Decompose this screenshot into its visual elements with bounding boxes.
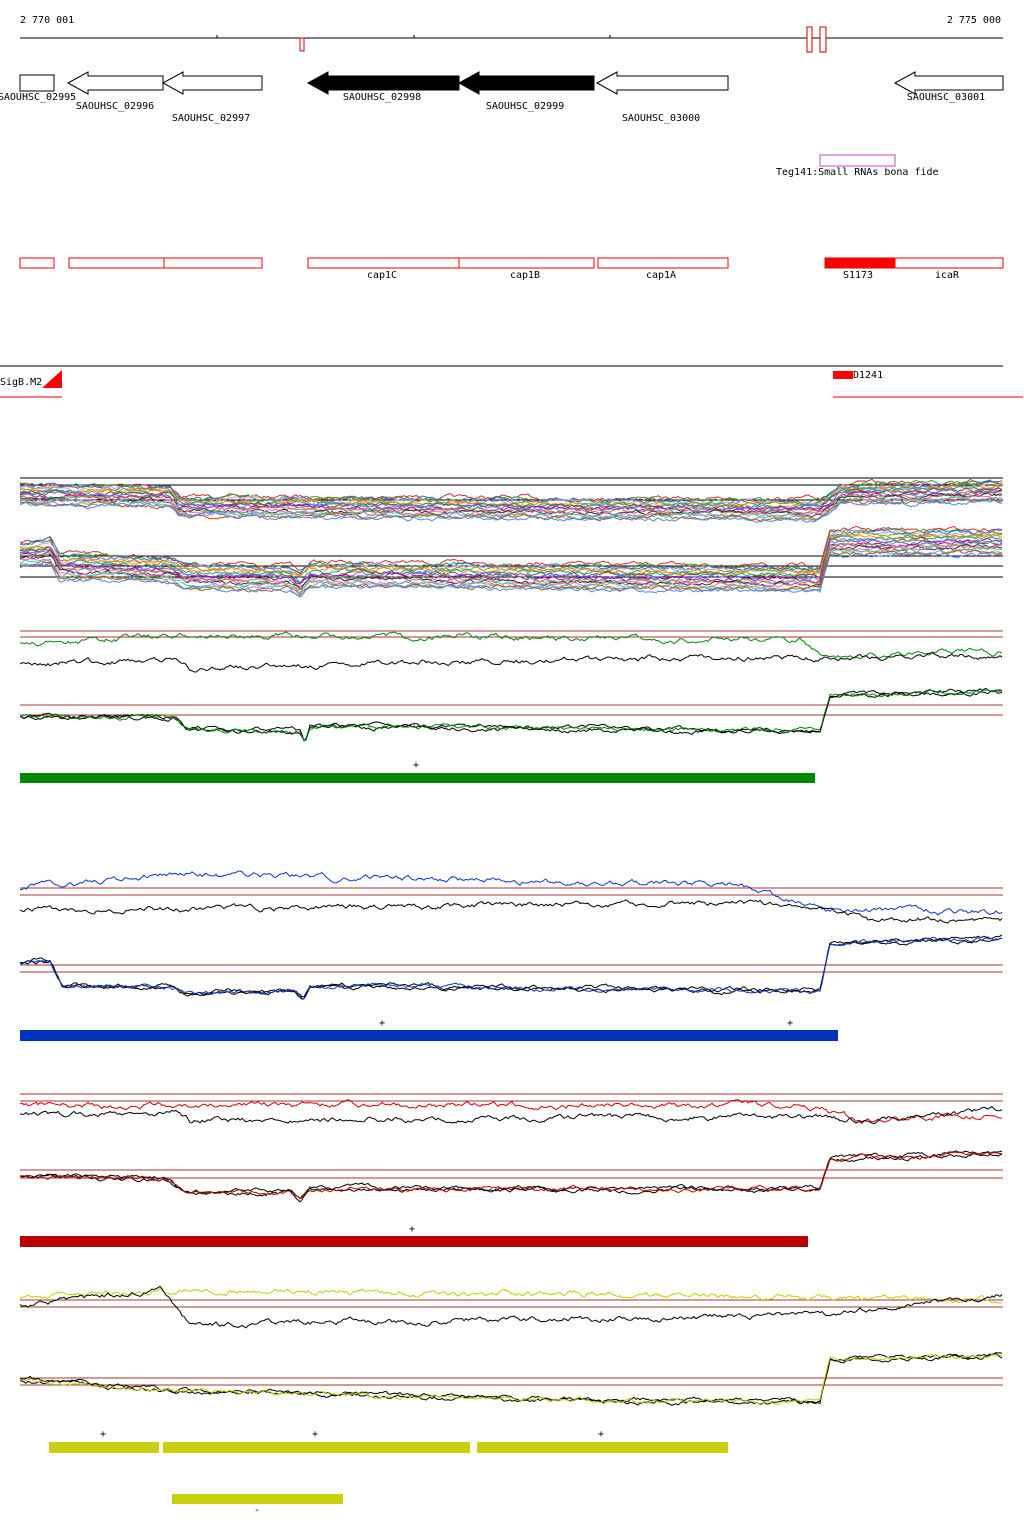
signal-line bbox=[19, 1099, 1003, 1124]
gene bbox=[161, 71, 263, 95]
strand-label: + bbox=[312, 1429, 318, 1440]
gene bbox=[306, 71, 460, 95]
strand-bar bbox=[49, 1442, 159, 1453]
strand-bar bbox=[20, 1236, 808, 1247]
gene bbox=[19, 74, 55, 92]
promoter-label: SigB.M2 bbox=[0, 377, 42, 388]
signal-line bbox=[20, 688, 1003, 741]
signal-line bbox=[19, 489, 1003, 514]
signal-line bbox=[19, 631, 1003, 660]
signal-line bbox=[19, 537, 1003, 584]
feature bbox=[68, 257, 165, 269]
strand-bar bbox=[172, 1494, 343, 1504]
gene bbox=[595, 71, 729, 95]
signal-line bbox=[19, 870, 1003, 916]
strand-label: + bbox=[409, 1224, 415, 1235]
signal-line bbox=[19, 499, 1003, 523]
strand-bars bbox=[20, 773, 838, 1504]
gene-label: SAOUHSC_02995 bbox=[0, 92, 76, 103]
tracks bbox=[19, 477, 1003, 1406]
signal-line bbox=[19, 1287, 1003, 1304]
ruler-end: 2 775 000 bbox=[947, 15, 1001, 26]
signal-line bbox=[19, 1105, 1003, 1125]
gene-label: SAOUHSC_03000 bbox=[622, 113, 700, 124]
ruler-ticks bbox=[216, 35, 808, 38]
feature bbox=[19, 257, 55, 269]
signal-line bbox=[19, 937, 1003, 1000]
terminator bbox=[833, 371, 853, 379]
genes bbox=[19, 71, 1004, 95]
signal-line bbox=[19, 1285, 1003, 1329]
feature bbox=[824, 257, 896, 269]
gene bbox=[893, 71, 1004, 95]
feature bbox=[163, 257, 263, 269]
signal-line bbox=[19, 492, 1003, 518]
feature-label: cap1B bbox=[510, 270, 540, 281]
signal-line bbox=[19, 487, 1003, 511]
strand-label: + bbox=[598, 1429, 604, 1440]
features bbox=[19, 257, 1004, 269]
feature-label: cap1C bbox=[367, 270, 397, 281]
small-rna bbox=[819, 154, 896, 167]
strand-bar bbox=[20, 773, 815, 783]
strand-label: + bbox=[787, 1018, 793, 1029]
strand-label: - bbox=[254, 1505, 260, 1516]
signal-line bbox=[20, 1151, 1002, 1200]
strand-bar bbox=[20, 1030, 838, 1041]
gene-label: SAOUHSC_02997 bbox=[172, 113, 250, 124]
gene-label: SAOUHSC_02999 bbox=[486, 101, 564, 112]
feature-label: cap1A bbox=[646, 270, 676, 281]
feature-mark bbox=[806, 26, 813, 53]
signal-line bbox=[19, 652, 1003, 673]
strand-bar bbox=[163, 1442, 470, 1453]
terminator-label: D1241 bbox=[853, 370, 883, 381]
strand-label: + bbox=[379, 1018, 385, 1029]
ruler: 2 770 001 2 775 000 bbox=[20, 15, 1003, 53]
gene-label: SAOUHSC_02996 bbox=[76, 101, 154, 112]
feature-mark bbox=[299, 37, 305, 52]
signal-line bbox=[19, 936, 1002, 1000]
signal-line bbox=[19, 552, 1003, 598]
signal-line bbox=[19, 533, 1003, 577]
signal-line bbox=[19, 1152, 1003, 1200]
signal-line bbox=[19, 539, 1003, 588]
gene bbox=[66, 71, 164, 95]
ruler-start: 2 770 001 bbox=[20, 15, 74, 26]
signal-line bbox=[19, 690, 1003, 741]
signal-line bbox=[19, 480, 1003, 506]
feature-label: S1173 bbox=[843, 270, 873, 281]
feature bbox=[307, 257, 460, 269]
small-rna-label: Teg141:Small RNAs bona fide bbox=[776, 167, 939, 178]
gene-label: SAOUHSC_02998 bbox=[343, 92, 421, 103]
signal-line bbox=[19, 1353, 1003, 1406]
gene-label: SAOUHSC_03001 bbox=[907, 92, 985, 103]
signal-line bbox=[19, 543, 1003, 588]
signal-line bbox=[19, 899, 1003, 924]
gene bbox=[457, 71, 595, 95]
feature bbox=[894, 257, 1004, 269]
signal-line bbox=[19, 1150, 1003, 1203]
promoter bbox=[42, 370, 62, 388]
strand-label: + bbox=[100, 1429, 106, 1440]
feature bbox=[597, 257, 729, 269]
feature bbox=[458, 257, 595, 269]
strand-bar bbox=[477, 1442, 728, 1453]
strand-label: + bbox=[413, 760, 419, 771]
signal-line bbox=[19, 527, 1003, 573]
feature-mark bbox=[819, 26, 827, 53]
signal-line bbox=[19, 1354, 1003, 1406]
feature-label: icaR bbox=[935, 270, 960, 281]
